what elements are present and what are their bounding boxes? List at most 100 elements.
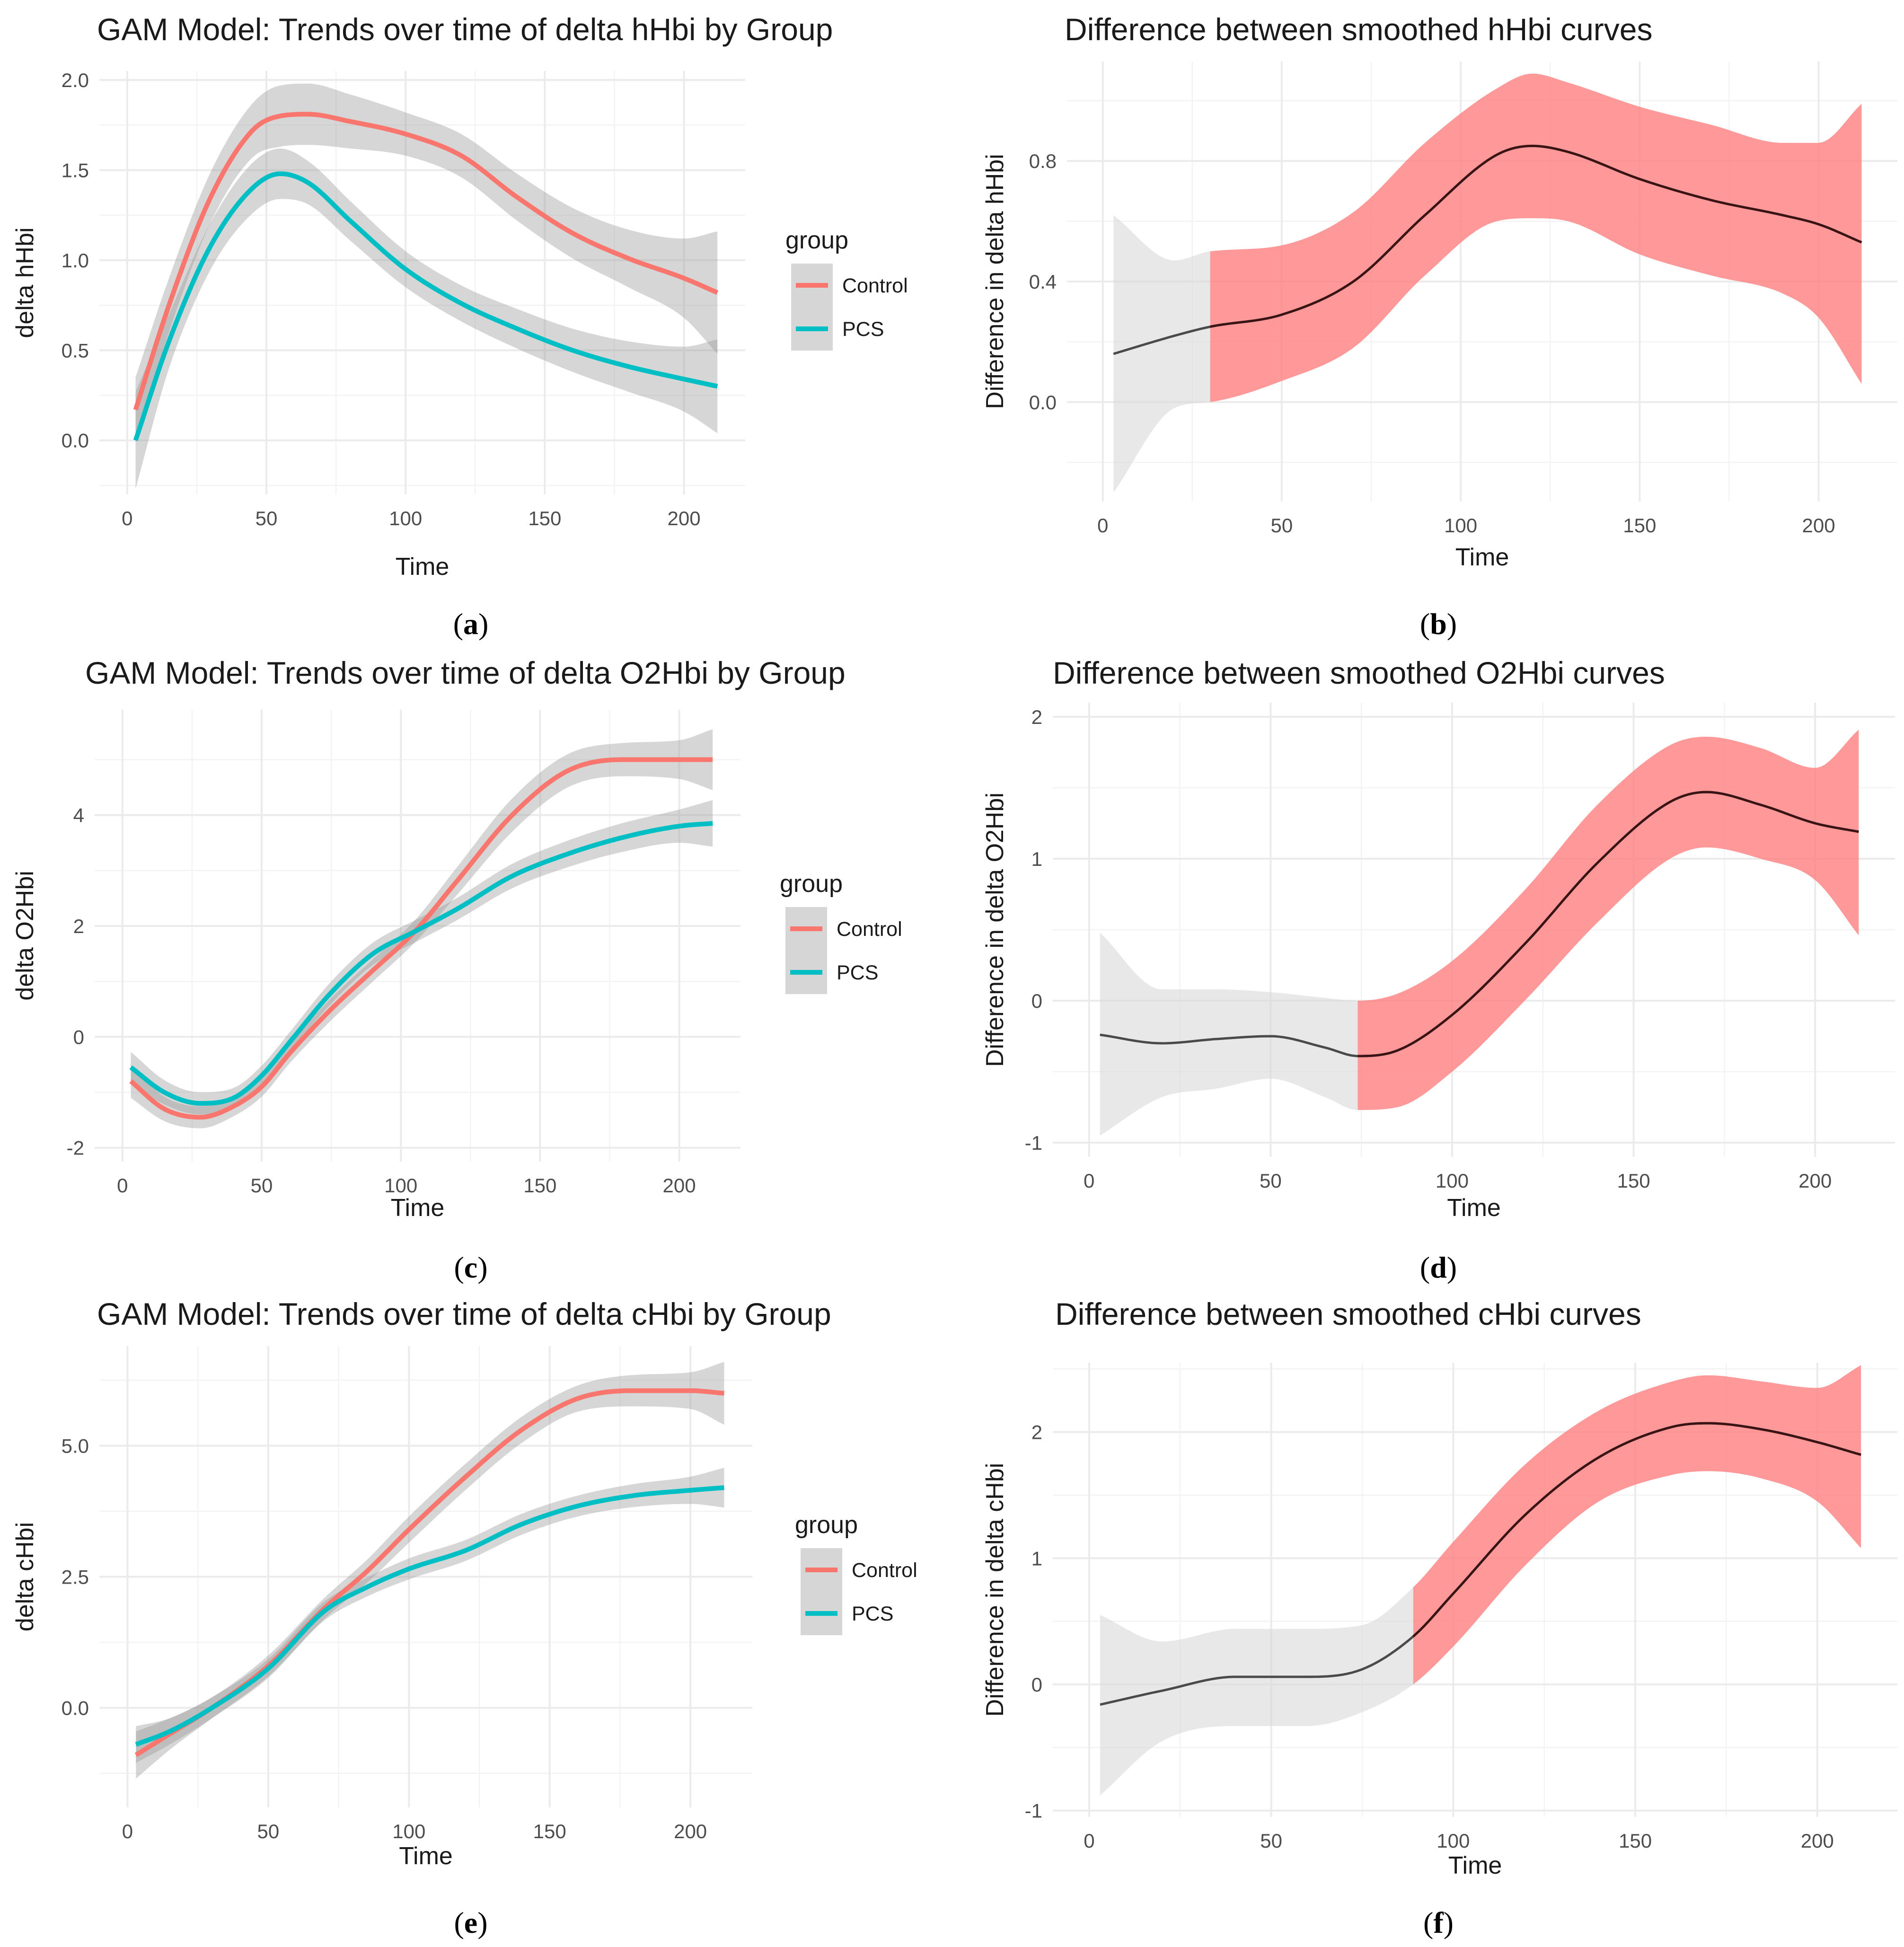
x-tick-label: 200 — [1801, 1830, 1834, 1852]
x-tick-label: 200 — [663, 1174, 696, 1197]
x-tick-label: 150 — [1617, 1170, 1650, 1192]
ci-band-pcs — [135, 148, 718, 489]
ci-band-nonsignificant — [1100, 933, 1358, 1136]
ci-band-significant — [1210, 73, 1862, 402]
x-tick-label: 100 — [392, 1820, 425, 1842]
y-tick-label: 0.0 — [1029, 391, 1057, 414]
y-tick-label: -1 — [1025, 1800, 1042, 1822]
x-tick-label: 50 — [1260, 1170, 1282, 1192]
x-tick-label: 100 — [389, 507, 422, 529]
x-tick-label: 0 — [117, 1174, 128, 1197]
legend-label-pcs: PCS — [842, 318, 884, 341]
x-tick-label: 100 — [384, 1174, 417, 1197]
x-tick-label: 50 — [256, 507, 278, 529]
y-tick-label: 2 — [1031, 706, 1042, 728]
chart-title: Difference between smoothed hHbi curves — [1065, 12, 1652, 47]
panel-e: 0 50 100 150 200 0.0 2.5 5.0 GAM Model: Trends o… — [11, 1296, 917, 1939]
y-tick-label: 0.4 — [1029, 271, 1057, 293]
legend: group Control PCS — [795, 1511, 917, 1635]
x-tick-label: 0 — [122, 507, 132, 529]
chart-title: GAM Model: Trends over time of delta O2H… — [85, 655, 846, 690]
y-axis-label: Difference in delta O2Hbi — [981, 793, 1009, 1067]
chart-title: GAM Model: Trends over time of delta cHb… — [97, 1296, 831, 1331]
x-tick-label: 200 — [1802, 514, 1835, 537]
x-tick-label: 200 — [1798, 1170, 1832, 1192]
difference-line-significant — [1357, 791, 1859, 1057]
y-axis-label: delta hHbi — [11, 227, 39, 338]
x-tick-label: 100 — [1436, 1170, 1469, 1192]
legend: group Control PCS — [785, 227, 908, 351]
panel-caption: (d) — [1420, 1251, 1457, 1284]
panel-c: 0 50 100 150 200 -2 0 2 4 GAM Model: Trends over … — [11, 655, 902, 1284]
ci-band-control — [136, 1362, 724, 1779]
x-axis-label: Time — [1455, 544, 1509, 571]
legend-title: group — [785, 227, 848, 254]
y-tick-label: 0 — [1031, 1674, 1042, 1696]
series-line-control — [133, 112, 719, 411]
panel-d: 0 50 100 150 200 -1 0 1 2 Difference between smoo… — [981, 655, 1895, 1284]
y-tick-label: 1.5 — [62, 159, 89, 181]
panel-caption: (e) — [454, 1906, 487, 1939]
x-tick-label: 0 — [1084, 1170, 1094, 1192]
y-tick-label: 0 — [73, 1026, 84, 1048]
series-line-pcs — [133, 171, 718, 441]
chart-title: Difference between smoothed cHbi curves — [1055, 1296, 1641, 1331]
ci-band-pcs — [131, 800, 713, 1115]
x-axis-label: Time — [391, 1194, 445, 1222]
ci-band-pcs — [136, 1468, 724, 1763]
y-tick-label: 0.5 — [62, 339, 89, 361]
x-axis-label: Time — [399, 1842, 453, 1870]
x-axis-label: Time — [1448, 1852, 1502, 1879]
legend: group Control PCS — [780, 870, 902, 994]
y-tick-label: 0.0 — [62, 1697, 89, 1719]
ci-band-significant — [1413, 1365, 1861, 1684]
x-tick-label: 150 — [1619, 1830, 1652, 1852]
panel-caption: (b) — [1420, 607, 1457, 641]
series-line-control — [129, 757, 713, 1120]
x-tick-label: 50 — [251, 1174, 273, 1197]
x-tick-label: 50 — [1271, 514, 1293, 537]
series-line-pcs — [129, 821, 713, 1106]
x-tick-label: 200 — [668, 507, 701, 529]
x-tick-label: 100 — [1437, 1830, 1470, 1852]
y-axis-label: delta O2Hbi — [11, 871, 39, 1001]
y-tick-label: -1 — [1025, 1132, 1042, 1154]
y-tick-label: 5.0 — [62, 1435, 89, 1457]
x-tick-label: 150 — [528, 507, 561, 529]
y-tick-label: 1 — [1031, 848, 1042, 870]
x-tick-label: 150 — [523, 1174, 556, 1197]
chart-title: Difference between smoothed O2Hbi curves — [1053, 655, 1665, 690]
difference-line-significant — [1210, 144, 1862, 328]
y-tick-label: 0.8 — [1029, 150, 1057, 172]
ci-band-control — [135, 83, 718, 442]
panel-caption: (c) — [454, 1251, 487, 1284]
ci-band-nonsignificant — [1113, 215, 1210, 493]
difference-line-significant — [1412, 1422, 1861, 1638]
y-axis-label: delta cHbi — [11, 1522, 39, 1631]
y-tick-label: 2.0 — [62, 69, 89, 91]
legend-label-control: Control — [852, 1559, 917, 1582]
legend-label-control: Control — [842, 274, 908, 297]
legend-title: group — [795, 1511, 858, 1539]
y-tick-label: 1.0 — [62, 249, 89, 272]
y-tick-label: 2 — [73, 915, 84, 937]
x-tick-label: 0 — [1084, 1830, 1094, 1852]
y-tick-label: -2 — [67, 1137, 84, 1159]
x-tick-label: 100 — [1444, 514, 1477, 537]
y-axis-label: Difference in delta cHbi — [981, 1463, 1009, 1717]
x-tick-label: 50 — [257, 1820, 280, 1842]
legend-title: group — [780, 870, 843, 898]
y-tick-label: 1 — [1031, 1547, 1042, 1569]
legend-label-control: Control — [837, 918, 902, 941]
ci-band-significant — [1357, 730, 1859, 1110]
panel-b: 0 50 100 150 200 0.0 0.4 0.8 Difference between … — [981, 12, 1897, 641]
series-line-pcs — [135, 1485, 724, 1747]
legend-label-pcs: PCS — [837, 961, 878, 984]
x-tick-label: 50 — [1260, 1830, 1282, 1852]
x-tick-label: 200 — [674, 1820, 707, 1842]
panel-caption: (f) — [1423, 1906, 1454, 1939]
y-tick-label: 0.0 — [62, 430, 89, 452]
panel-f: 0 50 100 150 200 -1 0 1 2 Difference between smoo… — [981, 1296, 1897, 1939]
y-tick-label: 2 — [1031, 1421, 1042, 1444]
